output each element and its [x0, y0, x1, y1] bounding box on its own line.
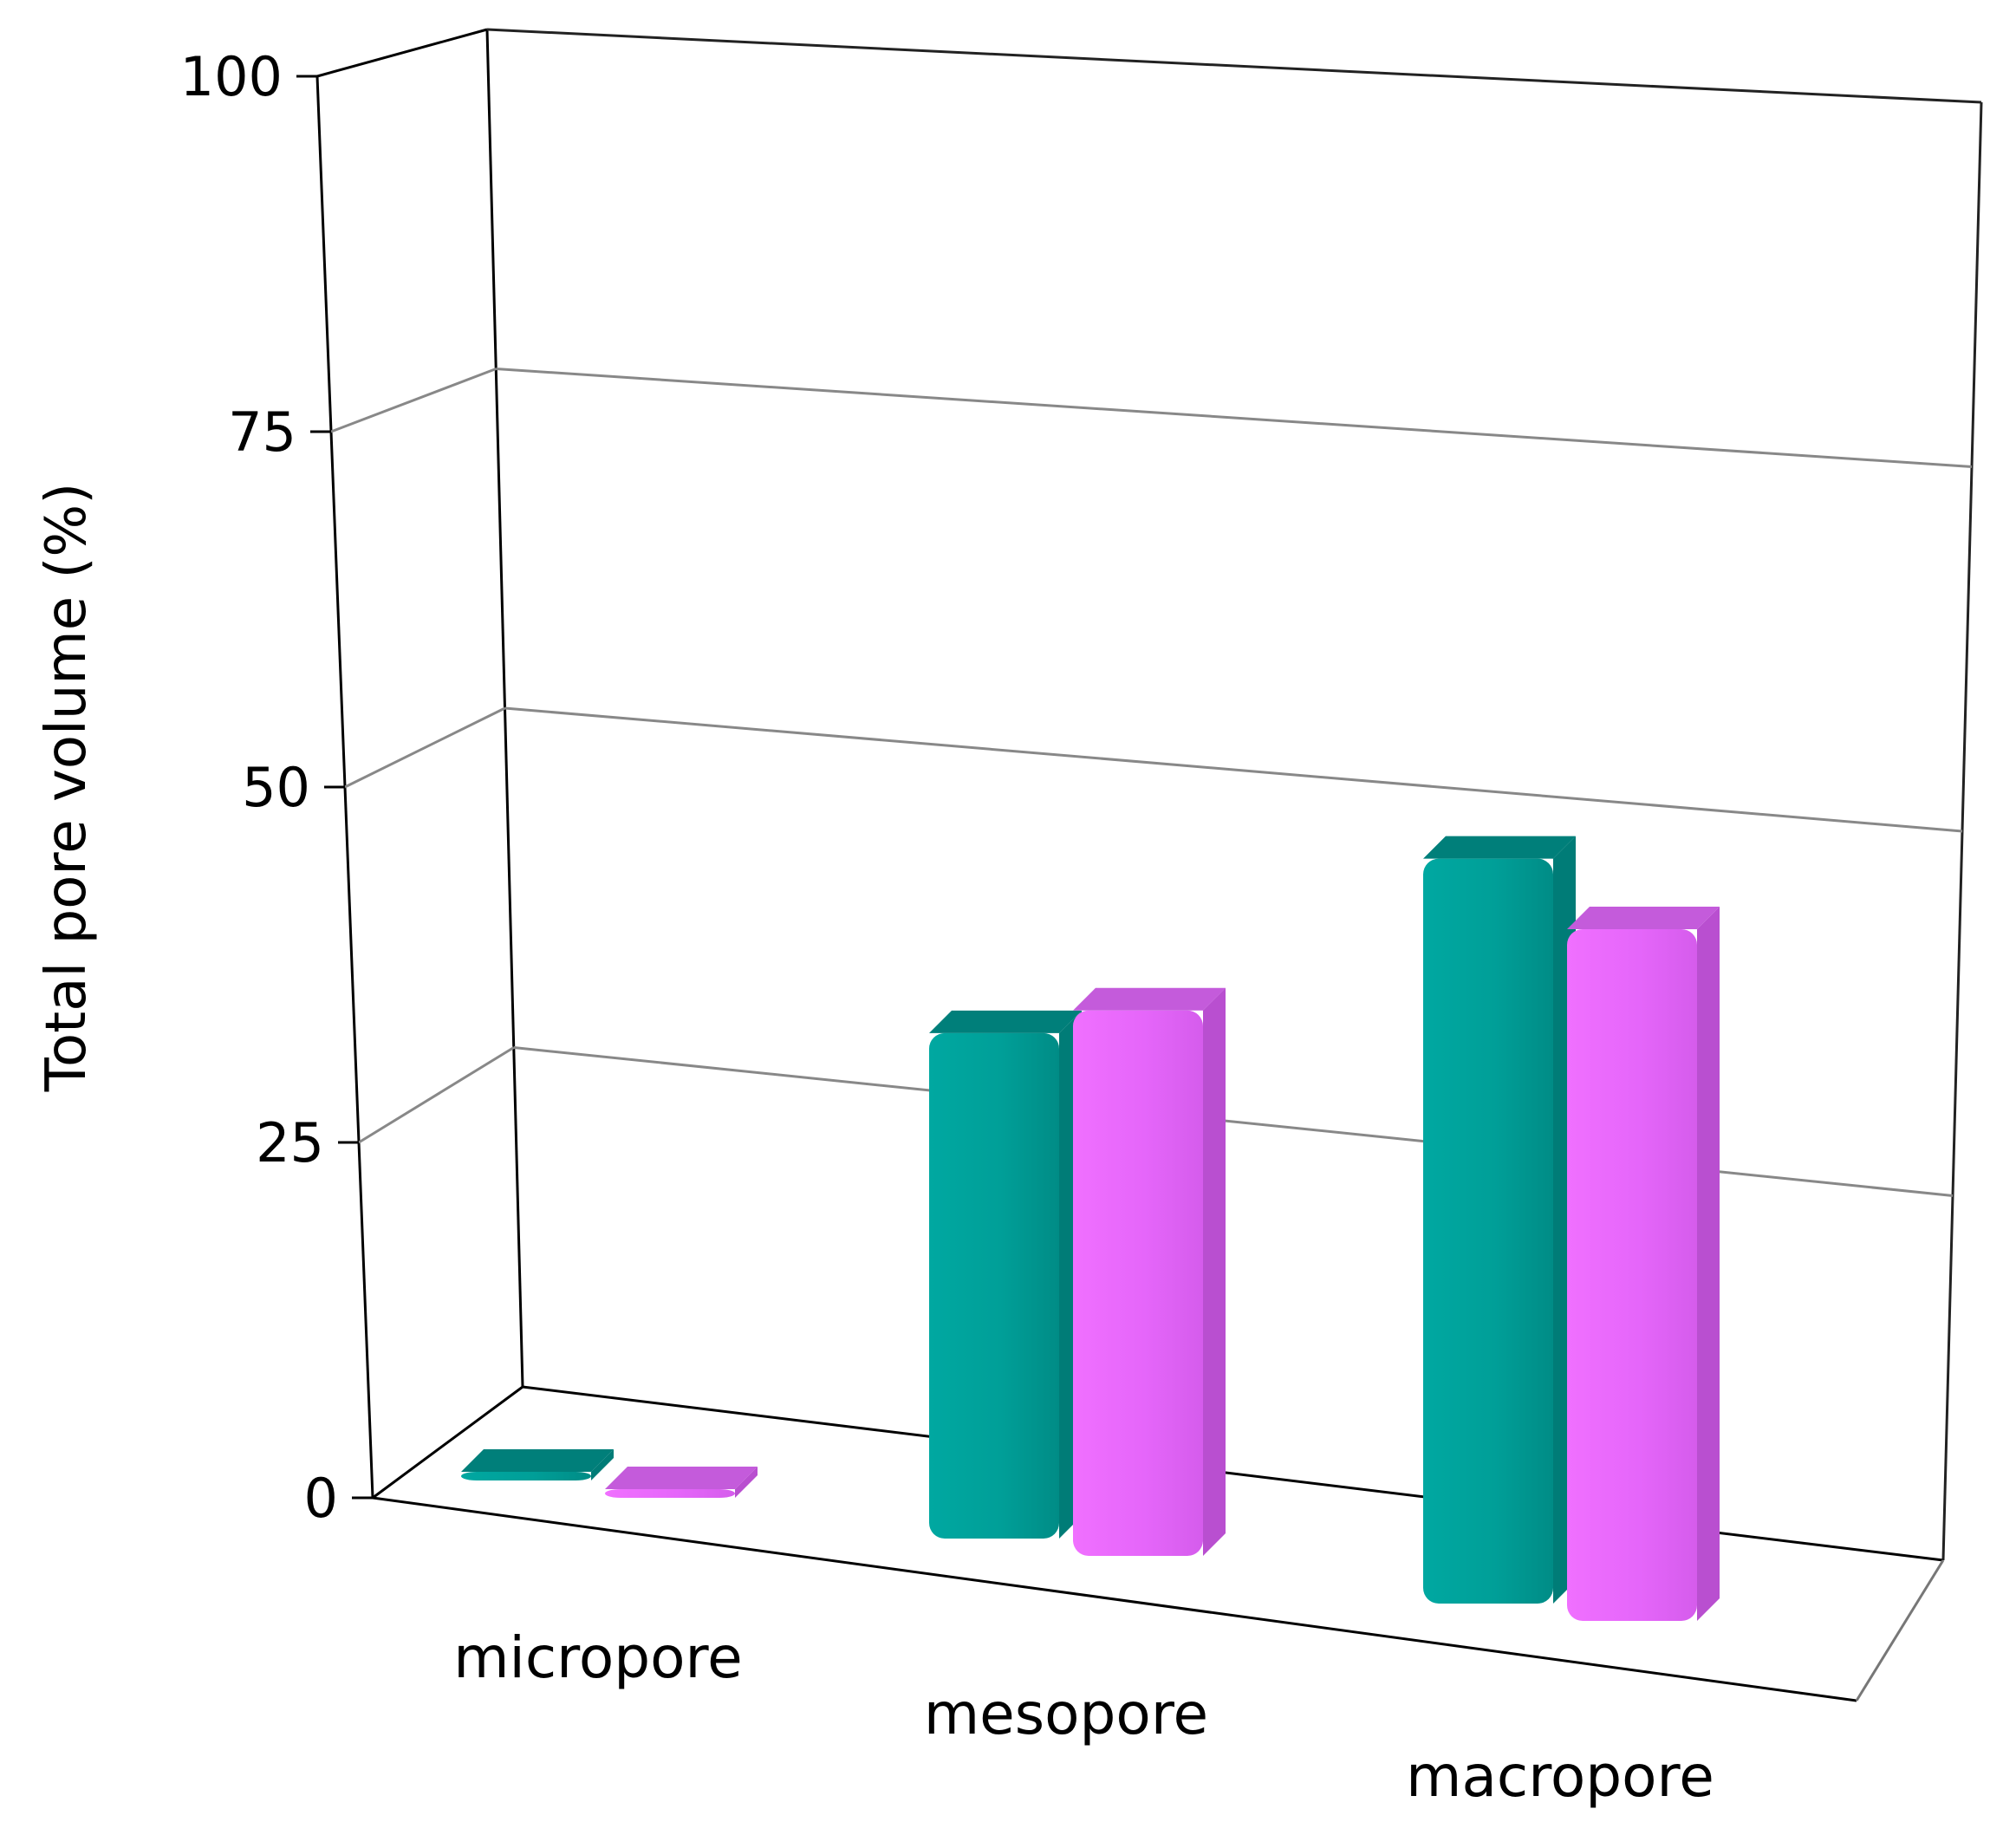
bar-micropore-s2	[605, 1467, 758, 1498]
gridline-back-25	[513, 1046, 1954, 1197]
floor-left-edge	[372, 1385, 524, 1500]
category-label-micropore: micropore	[453, 1624, 743, 1691]
y-tick-label-75: 75	[228, 400, 296, 464]
left-wall-top-edge	[316, 28, 488, 78]
back-wall-top-edge	[486, 28, 1982, 104]
y-tick-label-100: 100	[180, 45, 283, 108]
floor-front-edge	[372, 1496, 1857, 1702]
bar-macropore-s1	[1423, 836, 1576, 1604]
labels: 0 25 50 75 100 micropore mesopore macropore	[180, 45, 1714, 1810]
bar-mesopore-s1	[929, 1010, 1082, 1539]
gridline-back-75	[496, 368, 1973, 468]
floor-right-edge	[1855, 1559, 1945, 1702]
y-tick-label-50: 50	[242, 756, 310, 819]
gridline-back-50	[504, 706, 1963, 833]
category-label-mesopore: mesopore	[924, 1681, 1208, 1747]
bar-micropore-s1	[461, 1449, 614, 1480]
bar-mesopore-s2	[1073, 987, 1226, 1556]
category-label-macropore: macropore	[1406, 1743, 1714, 1810]
gridline-left-75	[330, 368, 497, 433]
bars	[461, 836, 1720, 1621]
gridline-left-50	[344, 706, 506, 789]
y-axis-title: Total pore volume (%)	[35, 483, 99, 1092]
bar-macropore-s2	[1567, 906, 1720, 1621]
gridline-left-25	[358, 1046, 515, 1144]
y-tick-label-25: 25	[256, 1111, 324, 1175]
y-tick-label-0: 0	[304, 1467, 338, 1530]
